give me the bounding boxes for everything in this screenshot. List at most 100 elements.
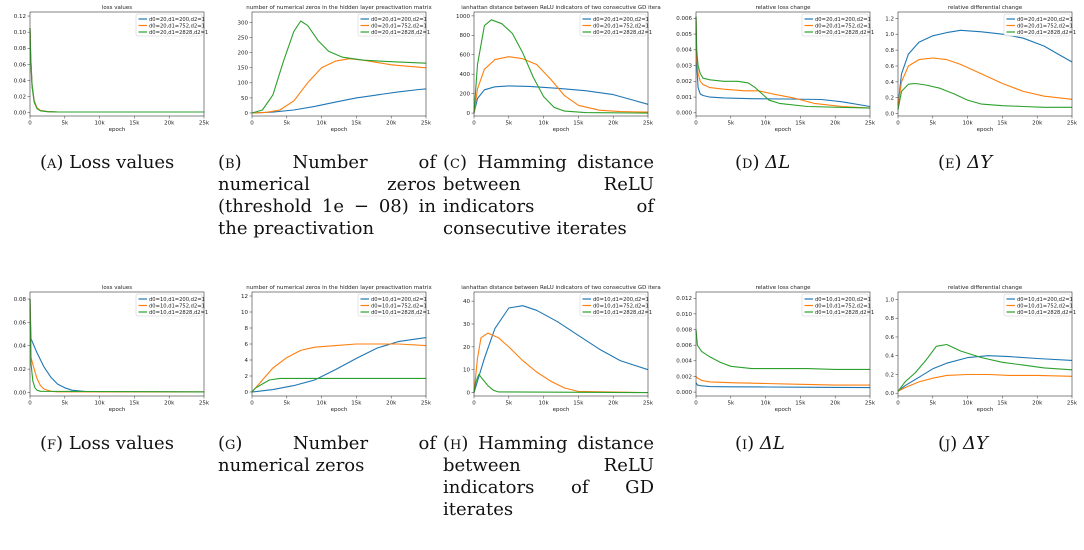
y-tick-label: 2 — [245, 374, 249, 380]
caption-h: (h) Hamming distance between ReLU indica… — [443, 433, 654, 521]
legend-entry: d0=10,d1=2828,d2=1 — [1017, 310, 1076, 316]
y-tick-label: 0.004 — [676, 48, 692, 54]
x-tick-label: 5k — [283, 401, 290, 407]
x-tick-label: 15k — [129, 401, 140, 407]
series-line-1 — [29, 28, 204, 113]
legend-box — [801, 13, 869, 37]
x-tick-label: 5k — [61, 401, 68, 407]
y-tick-label: 0.006 — [676, 16, 692, 22]
y-tick-label: 0.4 — [885, 354, 894, 360]
y-tick-label: 250 — [238, 36, 249, 42]
y-tick-label: 0.06 — [14, 320, 27, 326]
x-tick-label: 0 — [694, 121, 698, 127]
x-axis-label: epoch — [109, 127, 126, 133]
x-tick-label: 0 — [896, 121, 900, 127]
caption-text: ΔY — [963, 433, 988, 454]
y-tick-label: 0.6 — [885, 64, 894, 70]
chart-svg-f: loss values 0 5k 10k 15k 20k 25k 0.00 0.02 0.04 0.… — [14, 285, 210, 413]
caption-b: (b) Number of numerical zeros (threshold… — [218, 152, 436, 240]
y-tick-label: 0.02 — [14, 367, 26, 373]
y-tick-label: 30 — [463, 322, 470, 328]
legend-box — [135, 13, 203, 37]
y-tick-label: 0.12 — [14, 14, 26, 20]
x-tick-label: 0 — [472, 401, 476, 407]
chart-panel-i: relative loss change 0 5k 10k 15k 20k 25k 0.000… — [672, 282, 878, 414]
chart-title: number of numerical zeros in the hidden … — [246, 285, 432, 291]
legend-entry: d0=10,d1=752,d2=1 — [1017, 303, 1073, 309]
x-tick-label: 20k — [1032, 121, 1043, 127]
x-tick-label: 5k — [727, 401, 734, 407]
caption-label: (c) — [443, 152, 467, 173]
x-tick-label: 20k — [164, 401, 175, 407]
y-tick-label: 150 — [238, 66, 249, 72]
caption-d: (d) ΔL — [735, 152, 845, 174]
x-tick-label: 5k — [505, 121, 512, 127]
chart-panel-b: number of numerical zeros in the hidden … — [228, 2, 434, 134]
x-tick-label: 0 — [250, 121, 254, 127]
x-tick-label: 25k — [199, 121, 210, 127]
x-tick-label: 15k — [129, 121, 140, 127]
x-tick-label: 25k — [643, 121, 654, 127]
series-line-1 — [473, 305, 649, 393]
y-tick-label: 400 — [460, 72, 471, 78]
y-tick-label: 12 — [241, 294, 248, 300]
chart-title: relative loss change — [755, 5, 811, 11]
chart-title: relative differential change — [948, 5, 1023, 11]
y-tick-label: 0.003 — [676, 63, 692, 69]
x-tick-label: 20k — [386, 121, 397, 127]
series-line-2 — [897, 373, 1073, 392]
y-tick-label: 0.8 — [885, 48, 894, 54]
caption-text: Number of numerical zeros — [218, 433, 436, 476]
series-line-2 — [251, 58, 427, 114]
caption-g: (g) Number of numerical zeros — [218, 433, 436, 477]
x-tick-label: 20k — [608, 401, 619, 407]
plot-frame — [695, 291, 871, 397]
legend-entry: d0=10,d1=752,d2=1 — [593, 303, 649, 309]
x-tick-label: 5k — [61, 121, 68, 127]
x-tick-label: 15k — [351, 401, 362, 407]
series-line-1 — [695, 382, 871, 389]
x-axis-label: epoch — [977, 127, 994, 133]
legend-entry: d0=20,d1=2828,d2=1 — [815, 30, 874, 36]
y-tick-label: 20 — [463, 345, 470, 351]
chart-title: ianhattan distance between ReLU indicato… — [461, 285, 661, 291]
legend-entry: d0=10,d1=200,d2=1 — [593, 297, 649, 303]
chart-panel-d: relative loss change 0 5k 10k 15k 20k 25k 0.000… — [672, 2, 878, 134]
legend-entry: d0=20,d1=2828,d2=1 — [149, 30, 208, 36]
caption-label: (b) — [218, 152, 242, 173]
caption-label: (a) — [40, 152, 64, 173]
plot-frame — [473, 11, 649, 117]
plot-frame — [897, 11, 1073, 117]
series-line-1 — [29, 298, 205, 393]
chart-panel-e: relative differential change 0 5k 10k 15k 20k… — [874, 2, 1080, 134]
y-tick-label: 100 — [238, 81, 249, 87]
x-axis-label: epoch — [331, 127, 348, 133]
series-line-1 — [897, 355, 1073, 392]
plot-frame — [897, 291, 1073, 397]
caption-a: (a) Loss values — [40, 152, 200, 174]
y-tick-label: 0.00 — [14, 111, 27, 117]
chart-panel-h: ianhattan distance between ReLU indicato… — [450, 282, 661, 414]
y-tick-label: 0.8 — [885, 316, 894, 322]
y-tick-label: 0.002 — [676, 79, 692, 85]
x-tick-label: 20k — [1032, 401, 1043, 407]
series-line-1 — [473, 85, 649, 114]
caption-text: Loss values — [69, 152, 175, 173]
x-tick-label: 10k — [539, 121, 550, 127]
x-tick-label: 0 — [694, 401, 698, 407]
x-tick-label: 20k — [164, 121, 175, 127]
x-tick-label: 0 — [250, 401, 254, 407]
caption-label: (h) — [443, 433, 469, 454]
caption-text: Number of numerical zeros (threshold 1e … — [218, 152, 436, 239]
y-tick-label: 800 — [460, 33, 471, 39]
caption-label: (f) — [40, 433, 64, 454]
x-tick-label: 20k — [830, 121, 841, 127]
y-tick-label: 200 — [460, 92, 471, 98]
x-tick-label: 0 — [896, 401, 900, 407]
x-tick-label: 25k — [421, 401, 432, 407]
y-tick-label: 8 — [245, 326, 249, 332]
legend-entry: d0=10,d1=2828,d2=1 — [149, 310, 208, 316]
x-tick-label: 20k — [830, 401, 841, 407]
x-tick-label: 5k — [283, 121, 290, 127]
legend-box — [579, 293, 647, 317]
